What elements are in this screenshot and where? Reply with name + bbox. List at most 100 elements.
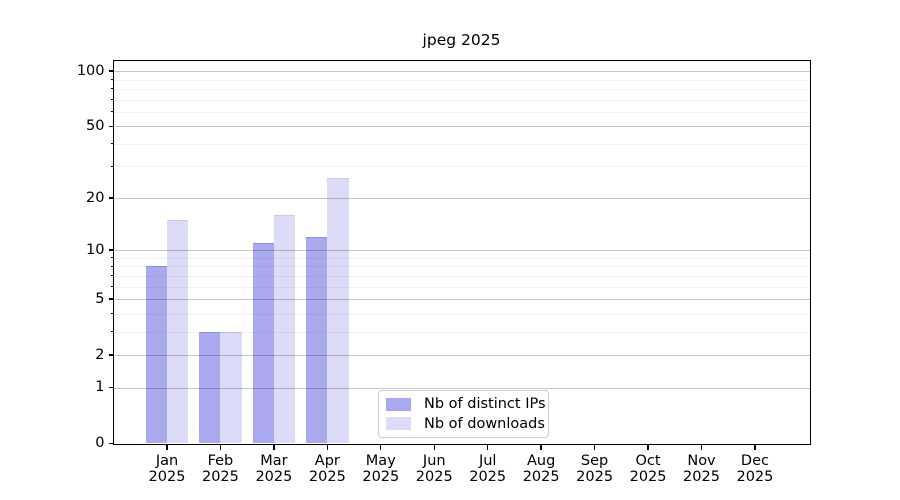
- x-tick-label-mar: Mar 2025: [247, 453, 301, 486]
- bar-apr-downloads: [327, 177, 349, 444]
- y-tick-label-50: 50: [86, 118, 105, 135]
- gridline-minor-70: [113, 99, 811, 101]
- x-tick-feb: [219, 445, 222, 450]
- gridline-minor-8: [113, 266, 811, 268]
- y-minortick-80: [110, 88, 114, 90]
- chart-title: jpeg 2025: [422, 31, 501, 49]
- gridline-major-50: [113, 126, 811, 128]
- x-tick-sep: [593, 445, 596, 450]
- y-minortick-8: [110, 265, 114, 267]
- x-tick-may: [380, 445, 382, 450]
- y-tick-label-0: 0: [95, 435, 105, 452]
- gridline-major-2: [113, 354, 811, 356]
- gridline-minor-3: [113, 331, 811, 333]
- legend-swatch-downloads: [386, 417, 411, 430]
- x-label-year: 2025: [415, 469, 453, 485]
- x-label-year: 2025: [576, 469, 614, 485]
- legend-label-distinct-ips: Nb of distinct IPs: [424, 396, 546, 413]
- y-minortick-30: [110, 165, 114, 167]
- y-tick-2: [108, 354, 114, 356]
- legend-label-downloads: Nb of downloads: [424, 415, 545, 432]
- x-tick-mar: [273, 445, 275, 450]
- x-tick-label-oct: Oct 2025: [621, 453, 675, 486]
- x-label-year: 2025: [201, 469, 239, 485]
- gridline-minor-90: [113, 79, 811, 81]
- y-minortick-7: [110, 275, 114, 277]
- gridline-major-1: [113, 387, 811, 389]
- gridline-major-5: [113, 298, 811, 300]
- x-tick-aug: [540, 445, 542, 450]
- x-label-year: 2025: [736, 469, 774, 485]
- y-minortick-3: [110, 331, 114, 333]
- x-label-year: 2025: [148, 469, 186, 485]
- x-label-month: Oct: [635, 452, 661, 469]
- x-tick-label-jul: Jul 2025: [461, 453, 515, 486]
- y-tick-0: [108, 442, 114, 445]
- x-label-month: Aug: [526, 452, 556, 469]
- y-tick-label-100: 100: [76, 62, 105, 79]
- y-minortick-90: [110, 79, 114, 81]
- x-tick-jun: [433, 445, 435, 450]
- x-label-month: Jan: [155, 452, 179, 469]
- y-tick-label-20: 20: [86, 189, 105, 206]
- x-tick-label-aug: Aug 2025: [514, 453, 568, 486]
- x-tick-label-dec: Dec 2025: [728, 453, 782, 486]
- y-tick-label-2: 2: [95, 346, 105, 363]
- x-label-year: 2025: [362, 469, 400, 485]
- y-tick-label-5: 5: [95, 290, 105, 307]
- gridline-minor-30: [113, 166, 811, 168]
- x-tick-jul: [487, 445, 489, 450]
- x-tick-label-apr: Apr 2025: [300, 453, 354, 486]
- x-label-year: 2025: [255, 469, 293, 485]
- x-tick-apr: [326, 445, 329, 450]
- gridline-minor-60: [113, 111, 811, 113]
- x-label-month: Apr: [314, 452, 340, 469]
- bar-feb-distinct-ips: [199, 331, 221, 444]
- bar-jan-distinct-ips: [145, 266, 167, 444]
- x-tick-label-may: May 2025: [354, 453, 408, 486]
- x-tick-dec: [754, 445, 756, 450]
- x-tick-label-jan: Jan 2025: [140, 453, 194, 486]
- legend: Nb of distinct IPs Nb of downloads: [378, 390, 549, 438]
- gridline-major-20: [113, 197, 811, 199]
- gridline-major-100: [113, 71, 811, 73]
- y-minortick-6: [110, 286, 114, 288]
- gridline-minor-4: [113, 313, 811, 315]
- bar-mar-distinct-ips: [252, 243, 274, 444]
- y-tick-20: [108, 197, 114, 199]
- gridline-major-10: [113, 250, 811, 252]
- gridline-minor-9: [113, 257, 811, 259]
- y-tick-label-1: 1: [95, 379, 105, 396]
- y-tick-5: [108, 298, 114, 300]
- x-tick-oct: [647, 445, 649, 450]
- y-tick-10: [108, 249, 114, 251]
- x-label-month: May: [365, 452, 396, 469]
- x-label-month: Jun: [422, 452, 446, 469]
- y-tick-50: [108, 125, 114, 127]
- x-label-month: Jul: [478, 452, 497, 469]
- y-minortick-9: [110, 257, 114, 259]
- bar-feb-downloads: [220, 331, 242, 444]
- y-minortick-40: [110, 143, 114, 145]
- bar-jan-downloads: [167, 219, 189, 444]
- x-label-month: Dec: [740, 452, 769, 469]
- x-label-year: 2025: [629, 469, 667, 485]
- x-tick-label-jun: Jun 2025: [407, 453, 461, 486]
- x-tick-nov: [700, 445, 703, 450]
- x-tick-label-sep: Sep 2025: [568, 453, 622, 486]
- x-label-year: 2025: [683, 469, 720, 485]
- x-label-month: Feb: [207, 452, 234, 469]
- legend-swatch-distinct-ips: [386, 398, 411, 411]
- gridline-minor-40: [113, 143, 811, 145]
- bar-apr-distinct-ips: [305, 236, 328, 444]
- x-label-year: 2025: [522, 469, 560, 485]
- gridline-minor-6: [113, 286, 811, 288]
- y-tick-1: [108, 386, 114, 389]
- y-minortick-70: [110, 99, 114, 101]
- gridline-minor-7: [113, 275, 811, 277]
- gridline-minor-80: [113, 88, 811, 90]
- legend-row-distinct-ips: Nb of distinct IPs: [379, 396, 548, 412]
- y-tick-100: [108, 70, 114, 72]
- x-label-month: Nov: [687, 452, 716, 469]
